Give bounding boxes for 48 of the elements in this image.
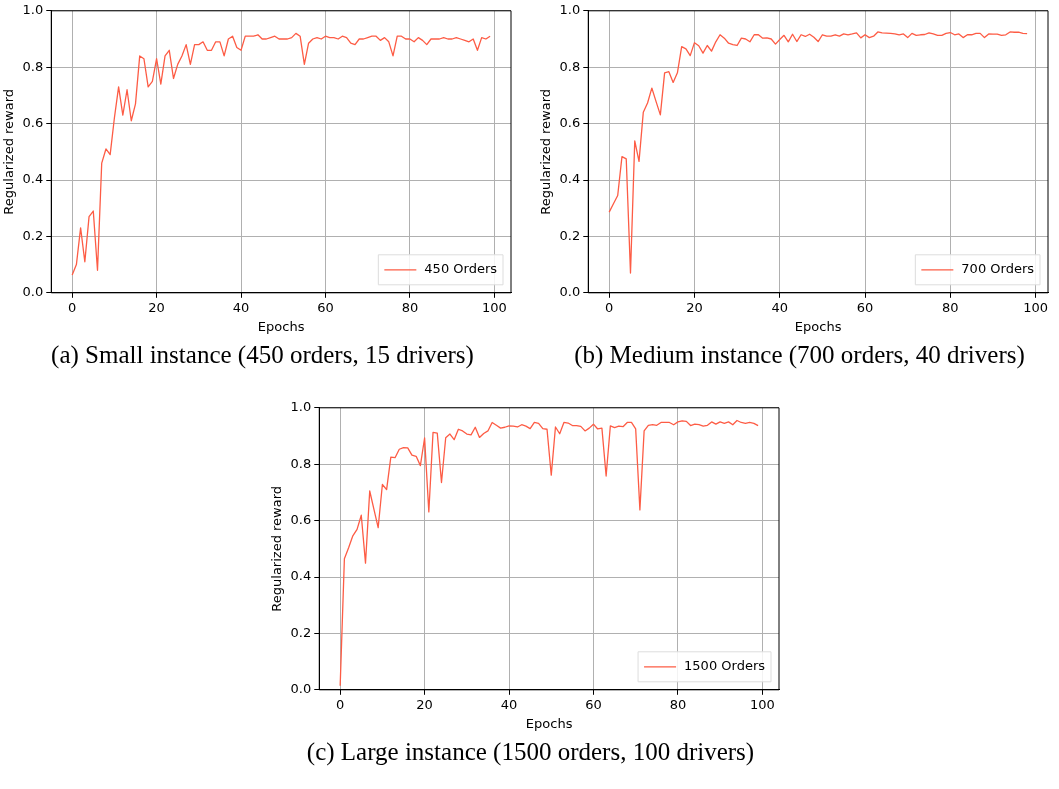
x-tick-label: 100 [481,299,507,315]
legend-label: 1500 Orders [684,658,766,674]
x-tick-label: 0 [336,696,345,712]
text: (c) Large instance (1500 orders, 100 drivers) [305,738,756,766]
y-tick-label: 0.4 [290,568,312,584]
x-tick-label: 20 [148,299,165,315]
y-tick-label: 0.4 [22,171,44,187]
y-axis-title: Regularized reward [538,88,554,215]
x-tick-label: 20 [686,299,703,315]
x-tick-label: 100 [749,696,775,712]
y-tick-label: 0.2 [559,227,581,243]
legend-label: 700 Orders [961,261,1035,277]
x-tick-label: 60 [585,696,602,712]
y-tick-label: 1.0 [290,399,312,415]
y-tick-label: 0.0 [559,284,581,300]
text: (a) Small instance (450 orders, 15 drivers) [50,341,475,369]
x-tick-label: 60 [856,299,874,315]
x-tick-label: 40 [232,299,250,315]
x-tick-label: 40 [771,299,789,315]
y-tick-label: 1.0 [559,2,581,18]
y-tick-label: 0.6 [290,511,312,527]
y-tick-label: 0.4 [559,171,581,187]
x-tick-label: 0 [605,299,614,315]
x-tick-label: 40 [500,696,518,712]
x-tick-label: 100 [1023,299,1049,315]
y-tick-label: 0.0 [290,681,312,697]
y-tick-label: 0.2 [22,227,44,243]
x-axis-title: Epochs [257,318,305,334]
y-axis-title: Regularized reward [269,485,285,612]
x-axis-title: Epochs [525,715,573,731]
legend-label: 450 Orders [424,261,498,277]
y-tick-label: 1.0 [22,2,44,18]
y-tick-label: 0.0 [22,284,44,300]
y-tick-label: 0.6 [22,114,44,130]
y-tick-label: 0.8 [22,58,44,74]
x-tick-label: 80 [669,696,687,712]
x-tick-label: 20 [416,696,433,712]
x-tick-label: 80 [942,299,959,315]
y-tick-label: 0.8 [290,455,312,471]
y-tick-label: 0.8 [559,58,581,74]
y-tick-label: 0.6 [559,114,581,130]
text: (b) Medium instance (700 orders, 40 drivers) [573,341,1026,369]
y-axis-title: Regularized reward [1,88,17,215]
x-axis-title: Epochs [794,318,842,334]
x-tick-label: 60 [317,299,334,315]
x-tick-label: 0 [68,299,77,315]
y-tick-label: 0.2 [290,624,312,640]
x-tick-label: 80 [401,299,419,315]
